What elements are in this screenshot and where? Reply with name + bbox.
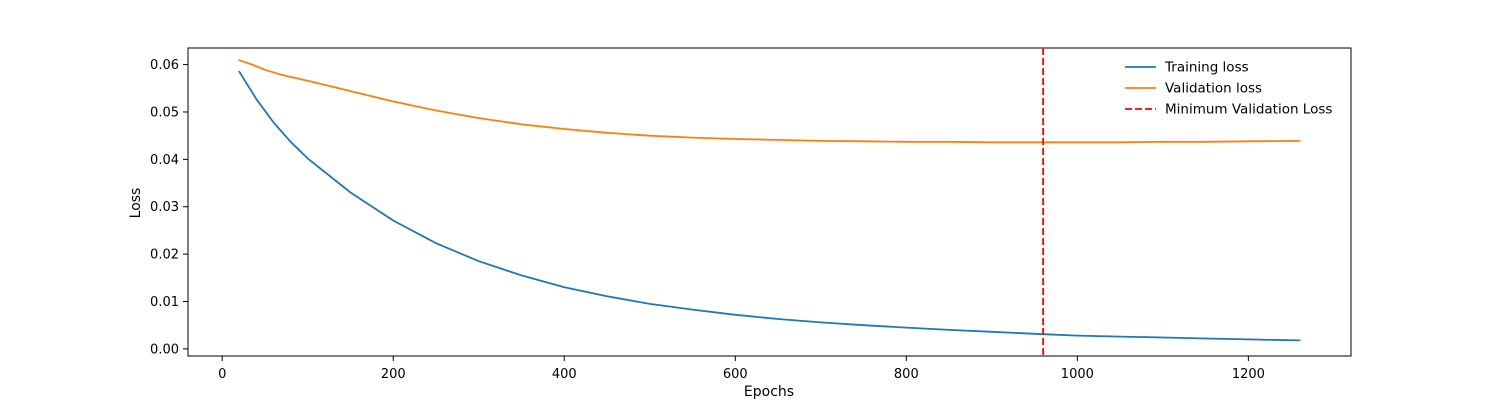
y-tick-label: 0.04	[150, 153, 179, 168]
legend: Training loss Validation loss Minimum Vali…	[1125, 60, 1332, 118]
series-line-validation-loss	[238, 59, 1301, 144]
x-tick-label: 800	[894, 367, 919, 382]
legend-label-min-validation-loss: Minimum Validation Loss	[1165, 102, 1332, 118]
x-tick-label: 1200	[1232, 367, 1265, 382]
series-line-training-loss	[238, 70, 1301, 342]
y-tick-label: 0.03	[150, 200, 179, 215]
y-axis-label: Loss	[128, 188, 144, 219]
x-tick-label: 600	[723, 367, 748, 382]
plot-frame	[187, 47, 1352, 357]
x-tick-label: 1000	[1061, 367, 1094, 382]
x-tick-label: 400	[552, 367, 577, 382]
x-axis-ticks: 0 200 400 600 800 1000 1200	[218, 356, 1265, 382]
y-tick-label: 0.05	[150, 105, 179, 120]
y-tick-label: 0.02	[150, 248, 179, 263]
y-tick-label: 0.00	[150, 342, 179, 357]
plot-area	[187, 47, 1352, 357]
y-tick-label: 0.01	[150, 295, 179, 310]
x-tick-label: 200	[381, 367, 406, 382]
legend-label-validation-loss: Validation loss	[1165, 81, 1262, 97]
y-tick-label: 0.06	[150, 58, 179, 73]
y-axis-ticks: 0.00 0.01 0.02 0.03 0.04 0.05 0.06	[150, 58, 188, 357]
legend-label-training-loss: Training loss	[1164, 60, 1249, 76]
x-axis-label: Epochs	[744, 384, 794, 400]
series-layer	[238, 59, 1301, 342]
x-tick-label: 0	[218, 367, 226, 382]
